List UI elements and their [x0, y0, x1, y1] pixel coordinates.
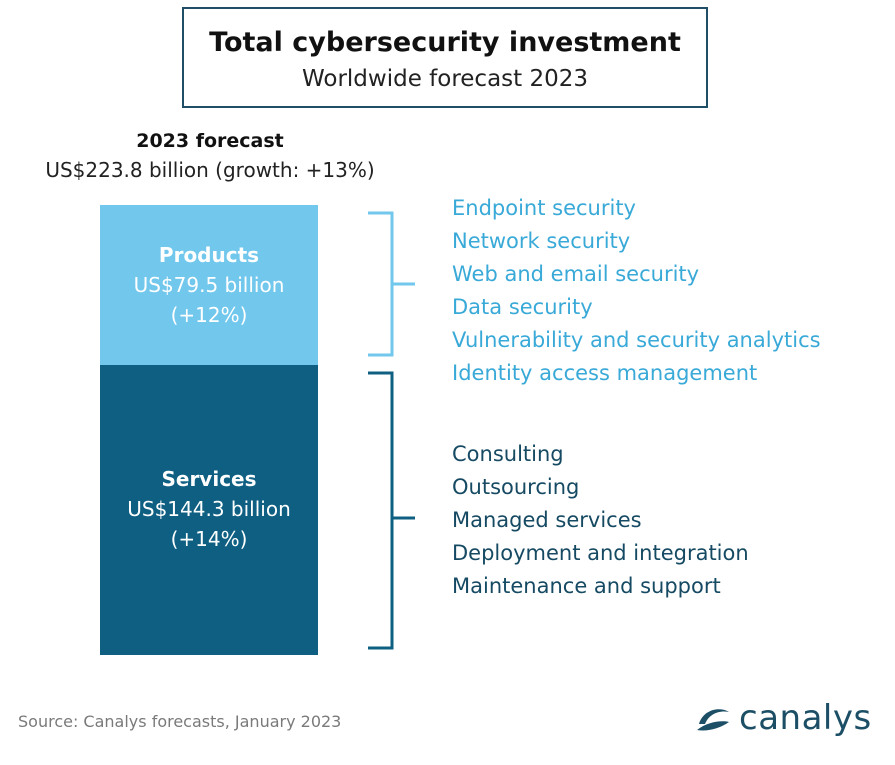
product-item-5: Vulnerability and security analytics	[452, 328, 821, 352]
bar-segment-products: Products US$79.5 billion (+12%)	[100, 205, 318, 365]
service-item-4: Deployment and integration	[452, 541, 749, 565]
segment-growth-services: (+14%)	[170, 527, 248, 551]
segment-value-services: US$144.3 billion	[127, 497, 291, 521]
bracket-services	[368, 371, 415, 650]
canalys-logo-text: canalys	[739, 698, 872, 738]
service-item-1: Consulting	[452, 442, 564, 466]
chart-title: Total cybersecurity investment	[209, 27, 681, 58]
product-item-4: Data security	[452, 295, 593, 319]
services-list: Consulting Outsourcing Managed services Dep…	[452, 438, 749, 603]
canalys-logo-icon	[697, 709, 729, 731]
bar-segment-services: Services US$144.3 billion (+14%)	[100, 365, 318, 655]
products-list: Endpoint security Network security Web and…	[452, 192, 821, 390]
product-item-1: Endpoint security	[452, 196, 636, 220]
source-note: Source: Canalys forecasts, January 2023	[18, 712, 342, 731]
total-label: 2023 forecast	[136, 130, 284, 152]
bracket-products	[368, 211, 415, 357]
service-item-3: Managed services	[452, 508, 642, 532]
segment-name-products: Products	[158, 243, 260, 267]
product-item-3: Web and email security	[452, 262, 700, 286]
canalys-logo: canalys	[693, 698, 872, 738]
segment-value-products: US$79.5 billion	[133, 273, 285, 297]
service-item-5: Maintenance and support	[452, 574, 721, 598]
title-box: Total cybersecurity investment Worldwide…	[182, 7, 708, 108]
service-item-2: Outsourcing	[452, 475, 580, 499]
total-value: US$223.8 billion (growth: +13%)	[45, 158, 375, 182]
product-item-6: Identity access management	[452, 361, 758, 385]
segment-growth-products: (+12%)	[170, 303, 248, 327]
segment-name-services: Services	[161, 467, 257, 491]
chart-subtitle: Worldwide forecast 2023	[301, 66, 589, 92]
product-item-2: Network security	[452, 229, 631, 253]
